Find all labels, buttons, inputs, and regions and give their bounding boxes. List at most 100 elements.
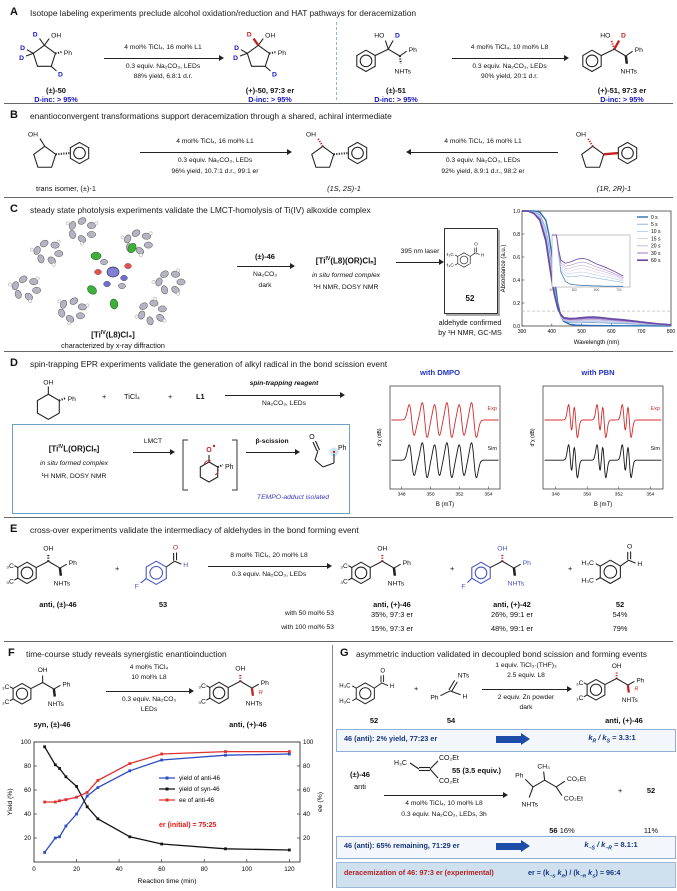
bonds bbox=[25, 38, 63, 72]
k-sub: R bbox=[592, 738, 597, 745]
svg-text:0.6: 0.6 bbox=[513, 255, 520, 261]
atom-label: H bbox=[481, 252, 485, 258]
atom-label: OH bbox=[235, 666, 245, 673]
svg-text:348: 348 bbox=[552, 492, 560, 498]
atom-label: H bbox=[183, 562, 188, 569]
svg-text:500: 500 bbox=[577, 329, 586, 335]
structure-52-product: H₃C H₃C O H bbox=[581, 544, 642, 585]
compound-label: 53 bbox=[158, 600, 168, 609]
complex-label-part: [Ti bbox=[48, 444, 59, 454]
atom-label: Ph bbox=[409, 47, 418, 54]
svg-text:500: 500 bbox=[572, 288, 578, 292]
bonds bbox=[311, 138, 368, 168]
atom-label: H bbox=[637, 561, 642, 568]
atom-label: HO bbox=[374, 33, 384, 40]
complex-label-part: (L8)Cl₄] bbox=[105, 330, 135, 340]
reaction-arrow-icon bbox=[246, 449, 300, 456]
tempo-note: TEMPO-adduct isolated bbox=[256, 494, 330, 501]
epr-pbn-chart: 348 350 352 354 B (mT) d″χ (dB) Exp Sim bbox=[530, 385, 664, 508]
mechanism-box bbox=[12, 424, 350, 514]
conditions: 92% yield, 8.9:1 d.r., 98:2 er bbox=[441, 168, 525, 175]
svg-text:100: 100 bbox=[21, 739, 32, 746]
compound-label: 52 bbox=[369, 716, 379, 725]
atom-label: OH bbox=[612, 663, 622, 670]
compound-label: anti, (+)-46 bbox=[605, 716, 643, 725]
panel-divider bbox=[4, 103, 673, 104]
xray-caption: characterized by x-ray diffraction bbox=[61, 341, 165, 350]
conditions: 90% yield, 20:1 d.r. bbox=[481, 73, 538, 80]
atom-label: O bbox=[627, 544, 632, 551]
svg-text:B (mT): B (mT) bbox=[436, 502, 454, 508]
implies-arrow-icon bbox=[496, 840, 530, 853]
atom-label: H₃C bbox=[6, 579, 14, 586]
structure-46-anti-product: H₃C H₃C OH Ph R NHTs bbox=[198, 666, 269, 708]
reagent-ticl4: TiCl₄ bbox=[124, 392, 140, 401]
d-inc-label: D-inc: > 95% bbox=[600, 95, 644, 104]
atom-label: H₃C bbox=[576, 680, 584, 687]
conditions: 4 mol% TiCl₄, 10 mol% L8 bbox=[470, 44, 549, 51]
svg-text:20 s: 20 s bbox=[651, 244, 661, 250]
atom-label: Ph bbox=[225, 464, 234, 471]
compound-label: anti, (+)-46 bbox=[373, 600, 411, 609]
svg-text:352: 352 bbox=[455, 492, 463, 498]
k-term: k bbox=[586, 868, 593, 877]
panel-g-title: asymmetric induction validated in decoup… bbox=[356, 649, 647, 659]
atom-label: H₃C bbox=[446, 252, 454, 258]
atom-label: OH bbox=[265, 33, 275, 40]
stereo-note: anti bbox=[354, 782, 366, 791]
reagent-label: (±)-46 bbox=[255, 252, 275, 261]
svg-text:0.2: 0.2 bbox=[513, 301, 520, 307]
svg-text:700: 700 bbox=[637, 329, 646, 335]
atom-label: D bbox=[395, 33, 400, 40]
svg-text:d″χ (dB): d″χ (dB) bbox=[377, 428, 383, 446]
panel-e-letter: E bbox=[10, 523, 18, 535]
xray-crystal-structure bbox=[8, 217, 186, 326]
svg-text:0.8: 0.8 bbox=[513, 232, 520, 238]
conditions: 0.3 equiv. Na₂CO₃, LEDs bbox=[472, 63, 547, 70]
epr-dmpo-chart: 348 350 352 354 B (mT) d″χ (dB) Exp Sim bbox=[377, 385, 501, 508]
atom-label: D bbox=[247, 32, 252, 39]
atom-label: NHTs bbox=[622, 697, 639, 704]
conditions: 1 equiv. TiCl₃·(THF)₃ bbox=[495, 662, 557, 669]
structure-42-product: F OH Ph NHTs bbox=[461, 546, 531, 591]
svg-text:er (initial) = 75:25: er (initial) = 75:25 bbox=[159, 822, 216, 829]
atom-label: OH bbox=[51, 33, 61, 40]
svg-text:ee of anti-46: ee of anti-46 bbox=[179, 797, 215, 804]
bonds bbox=[595, 551, 636, 585]
complex-label-part: (L8)(OR)Clₙ] bbox=[330, 256, 377, 266]
atom-label: HO bbox=[600, 33, 610, 40]
structure-50-product: OH D D D Ph D bbox=[233, 32, 286, 79]
laser-label: 395 nm laser bbox=[400, 248, 440, 255]
svg-text:350: 350 bbox=[583, 492, 591, 498]
atom-label: Ph bbox=[636, 677, 644, 684]
atom-label: F bbox=[135, 583, 139, 590]
conditions: dark bbox=[519, 704, 533, 711]
complex-label-part: [Ti bbox=[91, 330, 101, 340]
plus-sign: + bbox=[115, 564, 120, 573]
bonds bbox=[583, 671, 635, 701]
svg-text:yield of syn-46: yield of syn-46 bbox=[179, 786, 220, 793]
svg-text:1.0: 1.0 bbox=[513, 209, 520, 215]
svg-text:600: 600 bbox=[607, 329, 616, 335]
structure-53: F O H bbox=[135, 545, 189, 591]
svg-text:800: 800 bbox=[667, 329, 676, 335]
d-inc-label: D-inc: > 95% bbox=[34, 95, 78, 104]
panel-divider bbox=[4, 351, 673, 352]
panel-g-letter: G bbox=[340, 647, 349, 659]
yield-value: 15%, 97:3 er bbox=[371, 624, 413, 633]
conditions: 4 mol% TiCl₄, 10 mol% L8 bbox=[405, 800, 483, 807]
k-term: / k bbox=[594, 840, 606, 849]
d-inc-label: D-inc: > 95% bbox=[248, 95, 292, 104]
aldehyde-caption: aldehyde confirmed bbox=[438, 318, 502, 327]
svg-text:Wavelength (nm): Wavelength (nm) bbox=[574, 340, 619, 346]
bonds bbox=[33, 138, 90, 168]
in-situ-complex: [TiIV(L8)(OR)Clₙ] bbox=[296, 256, 396, 266]
yield-value: 26%, 99:1 er bbox=[491, 610, 533, 619]
panel-divider bbox=[4, 197, 673, 198]
bonds bbox=[409, 760, 439, 779]
svg-text:80: 80 bbox=[24, 763, 31, 770]
atom-label: O bbox=[380, 667, 385, 674]
panel-divider bbox=[4, 517, 673, 518]
atom-label: D bbox=[19, 55, 24, 62]
